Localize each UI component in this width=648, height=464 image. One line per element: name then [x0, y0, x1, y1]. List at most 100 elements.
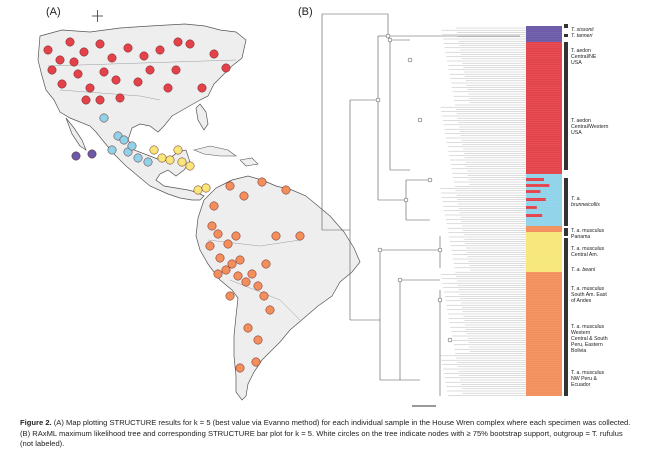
sample-point-red — [123, 43, 133, 53]
structure-barplot — [526, 26, 562, 396]
support-node — [397, 277, 403, 283]
sample-point-red — [139, 51, 149, 61]
admixture-streak — [526, 198, 546, 201]
admixture-streak — [526, 184, 550, 187]
sample-point-orange — [215, 253, 225, 263]
support-node — [403, 197, 409, 203]
sample-point-red — [95, 39, 105, 49]
sample-point-red — [95, 95, 105, 105]
sample-point-red — [133, 77, 143, 87]
hispaniola-landmass — [239, 157, 259, 167]
sample-point-orange — [213, 229, 223, 239]
structure-band-yellow — [526, 232, 562, 272]
sample-point-red — [43, 45, 53, 55]
structure-band-red — [526, 42, 562, 174]
clade-label: T. a. musculus NW Peru & Ecuador — [571, 370, 605, 388]
sample-point-red — [221, 63, 231, 73]
clade-bracket — [564, 276, 568, 314]
support-node — [417, 117, 423, 123]
florida-landmass — [195, 103, 209, 131]
panel-a-label: (A) — [46, 6, 61, 18]
sample-point-cyan — [99, 113, 109, 123]
clade-label: T. a. musculus South Am. East of Andes — [571, 286, 607, 304]
clade-label: T. aedon Central/NE USA — [571, 48, 597, 66]
sample-point-red — [209, 49, 219, 59]
crosshair-icon — [92, 10, 103, 22]
cuba-landmass — [193, 145, 237, 157]
sample-point-red — [99, 67, 109, 77]
sample-point-orange — [271, 231, 281, 241]
clade-bracket — [564, 238, 568, 270]
clade-bracket — [564, 362, 568, 396]
sample-point-orange — [235, 255, 245, 265]
sample-point-red — [107, 53, 117, 63]
sample-point-orange — [281, 185, 291, 195]
clade-bracket — [564, 266, 568, 276]
clade-label: T. sissonii — [571, 27, 594, 33]
clade-label: T. a. beani — [571, 267, 596, 273]
sample-point-orange — [253, 335, 263, 345]
sample-point-orange — [259, 291, 269, 301]
clade-bracket — [564, 78, 568, 170]
sample-point-cyan — [107, 145, 117, 155]
sample-point-orange — [233, 271, 243, 281]
support-node — [375, 97, 381, 103]
clade-label: T. a. musculus Central Am. — [571, 246, 605, 258]
sample-point-red — [145, 65, 155, 75]
sample-point-cyan — [143, 157, 153, 167]
sample-point-orange — [205, 241, 215, 251]
sample-points — [43, 37, 305, 373]
sample-point-yellow — [165, 155, 175, 165]
support-node — [377, 247, 383, 253]
sample-point-orange — [227, 259, 237, 269]
caption-text: (A) Map plotting STRUCTURE results for k… — [20, 418, 631, 448]
clade-label: T. tanneri — [571, 33, 593, 39]
admixture-streak — [526, 206, 537, 209]
sample-point-red — [163, 83, 173, 93]
sample-point-orange — [207, 221, 217, 231]
sample-point-orange — [243, 323, 253, 333]
sample-point-orange — [221, 265, 231, 275]
support-node — [437, 247, 443, 253]
sample-point-yellow — [177, 157, 187, 167]
admixture-streak — [526, 190, 541, 193]
sample-point-orange — [239, 191, 249, 201]
sample-point-purple — [71, 151, 81, 161]
caption-label: Figure 2. — [20, 418, 52, 427]
sample-point-orange — [257, 177, 267, 187]
sample-point-orange — [241, 277, 251, 287]
sample-point-yellow — [173, 145, 183, 155]
clade-bracket — [564, 34, 568, 37]
support-node — [385, 33, 391, 39]
sample-point-red — [73, 69, 83, 79]
clade-label: T. a. musculus Panama — [571, 228, 605, 240]
sample-point-orange — [209, 201, 219, 211]
sample-point-red — [111, 75, 121, 85]
sample-point-yellow — [149, 145, 159, 155]
structure-band-purple — [526, 26, 562, 42]
support-node — [407, 57, 413, 63]
sample-point-red — [57, 79, 67, 89]
sample-point-red — [79, 47, 89, 57]
support-node — [427, 177, 433, 183]
support-node — [387, 37, 393, 43]
sample-point-orange — [265, 305, 275, 315]
clade-label: T. a. musculus Western Central & South P… — [571, 324, 608, 354]
sample-point-red — [173, 37, 183, 47]
clade-label: T. a. brunneicollis — [571, 196, 600, 208]
panel-b-label: (B) — [298, 6, 313, 18]
sample-point-red — [81, 95, 91, 105]
figure-caption: Figure 2. (A) Map plotting STRUCTURE res… — [20, 418, 632, 450]
sample-point-orange — [225, 181, 235, 191]
sample-point-red — [65, 37, 75, 47]
sample-point-orange — [231, 231, 241, 241]
sample-point-red — [197, 83, 207, 93]
sample-point-red — [185, 39, 195, 49]
sample-point-red — [115, 93, 125, 103]
sample-point-red — [55, 55, 65, 65]
sample-point-orange — [253, 281, 263, 291]
clade-bracket — [564, 178, 568, 226]
sample-point-yellow — [201, 183, 211, 193]
